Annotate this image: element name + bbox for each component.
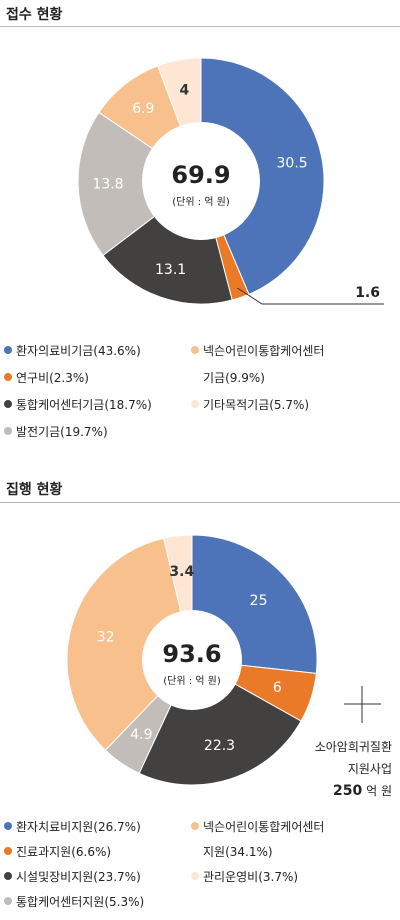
legend-dot <box>4 372 12 381</box>
note-unit: 억 원 <box>366 784 392 798</box>
legend-item-patient-treatment-support: 환자치료비지원(26.7%) <box>4 818 141 835</box>
legend-item-facility-equipment-support: 시설및장비지원(23.7%) <box>4 868 141 885</box>
slice-value-label: 4.9 <box>130 727 152 743</box>
legend-label: 통합케어센터지원(5.3%) <box>16 895 145 909</box>
note-amount: 250 억 원 <box>280 780 392 802</box>
note-line1: 소아암희귀질환 <box>314 740 392 754</box>
legend-dot <box>4 821 12 830</box>
legend-item-integrated-care-fund: 통합케어센터기금(18.7%) <box>4 396 152 413</box>
legend-label: 관리운영비(3.7%) <box>203 870 299 884</box>
center-total: 93.6 <box>162 640 221 668</box>
legend-item-nexon-care-center-support-cont: 지원(34.1%) <box>203 845 273 859</box>
legend-item-department-support: 진료과지원(6.6%) <box>4 843 111 860</box>
legend-dot <box>191 399 199 408</box>
center-unit: (단위 : 억 원) <box>172 195 230 208</box>
slice-value-label: 3.4 <box>169 564 194 580</box>
receipt-title-rule <box>0 26 400 27</box>
receipt-legend: 환자의료비기금(43.6%) 연구비(2.3%) 통합케어센터기금(18.7%)… <box>0 342 400 452</box>
legend-dot <box>4 896 12 905</box>
legend-label: 시설및장비지원(23.7%) <box>16 870 141 884</box>
slice-value-label: 6.9 <box>132 101 154 117</box>
center-unit: (단위 : 억 원) <box>163 674 221 687</box>
legend-item-patient-medical-fund: 환자의료비기금(43.6%) <box>4 342 141 359</box>
pie-slice <box>77 111 202 257</box>
legend-item-research: 연구비(2.3%) <box>4 369 89 386</box>
legend-item-integrated-care-support: 통합케어센터지원(5.3%) <box>4 893 144 910</box>
callout-leader-line <box>237 287 384 305</box>
execution-section-title: 집행 현황 <box>6 482 63 498</box>
legend-label: 넥슨어린이통합케어센터 <box>203 820 325 834</box>
donut-hole <box>142 610 242 710</box>
legend-dot <box>191 821 199 830</box>
callout-value-label: 1.6 <box>355 285 380 301</box>
execution-legend: 환자치료비지원(26.7%) 진료과지원(6.6%) 시설및장비지원(23.7%… <box>0 818 400 918</box>
slice-value-label: 6 <box>273 680 282 696</box>
legend-item-nexon-care-center-fund: 넥슨어린이통합케어센터 <box>191 342 324 359</box>
legend-label: 발전기금(19.7%) <box>16 425 108 439</box>
receipt-section-title: 접수 현황 <box>6 7 63 23</box>
legend-label: 연구비(2.3%) <box>16 371 89 385</box>
legend-dot <box>4 426 12 435</box>
legend-label: 넥슨어린이통합케어센터 <box>203 344 325 358</box>
legend-dot <box>4 399 12 408</box>
slice-value-label: 13.1 <box>155 262 186 278</box>
note-line2: 지원사업 <box>347 762 392 776</box>
legend-label: 통합케어센터기금(18.7%) <box>16 398 152 412</box>
legend-label: 기타목적기금(5.7%) <box>203 398 310 412</box>
slice-value-label: 4 <box>180 83 190 99</box>
legend-item-nexon-care-center-support: 넥슨어린이통합케어센터 <box>191 818 324 835</box>
slice-value-label: 22.3 <box>204 738 235 754</box>
slice-value-label: 32 <box>97 629 115 645</box>
note-value: 250 <box>333 783 363 799</box>
support-program-note: 소아암희귀질환 지원사업 250 억 원 <box>280 736 392 802</box>
receipt-donut-chart: 30.5 13.1 13.8 6.9 4 69.9 (단위 : 억 원) 1.6 <box>0 40 400 330</box>
center-total: 69.9 <box>171 161 230 189</box>
pie-slice <box>200 57 325 295</box>
legend-dot <box>191 871 199 880</box>
pie-slice <box>66 537 193 751</box>
slice-value-label: 13.8 <box>92 177 123 193</box>
legend-label: 진료과지원(6.6%) <box>16 845 112 859</box>
legend-dot <box>4 871 12 880</box>
legend-item-other-purpose-fund: 기타목적기금(5.7%) <box>191 396 309 413</box>
execution-donut-chart: 25 6 22.3 4.9 32 3.4 93.6 (단위 : 억 원) <box>0 518 400 808</box>
slice-value-label: 25 <box>250 593 268 609</box>
legend-dot <box>4 345 12 354</box>
legend-dot <box>4 846 12 855</box>
legend-label: 환자의료비기금(43.6%) <box>16 344 141 358</box>
legend-dot <box>191 345 199 354</box>
execution-title-rule <box>0 502 400 503</box>
legend-item-development-fund: 발전기금(19.7%) <box>4 423 108 440</box>
legend-item-admin-operating-cost: 관리운영비(3.7%) <box>191 868 298 885</box>
legend-label: 환자치료비지원(26.7%) <box>16 820 141 834</box>
donut-hole <box>142 122 260 240</box>
legend-item-nexon-care-center-fund-cont: 기금(9.9%) <box>203 371 265 385</box>
slice-value-label: 30.5 <box>277 156 308 172</box>
